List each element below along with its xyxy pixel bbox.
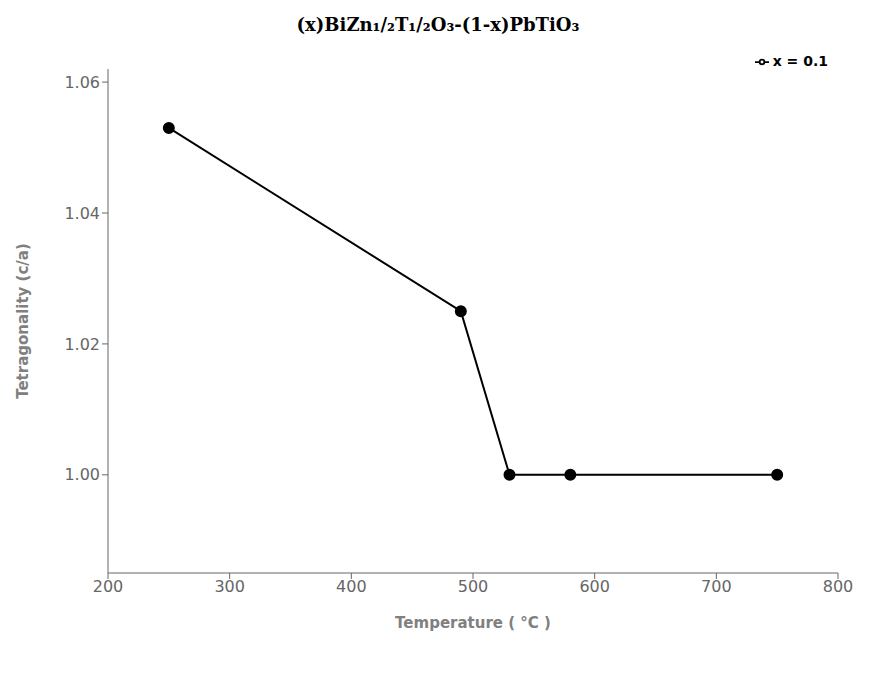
svg-text:Temperature ( °C ): Temperature ( °C ) (395, 614, 551, 632)
svg-text:Tetragonality (c/a): Tetragonality (c/a) (14, 243, 32, 399)
svg-text:200: 200 (93, 577, 124, 596)
html-text:x = 0.1: x = 0.1 (772, 53, 828, 69)
svg-text:1.02: 1.02 (64, 335, 100, 354)
svg-text:400: 400 (336, 577, 367, 596)
svg-text:600: 600 (579, 577, 610, 596)
svg-text:800: 800 (823, 577, 854, 596)
svg-text:500: 500 (458, 577, 489, 596)
svg-text:700: 700 (701, 577, 732, 596)
html-text:(x)BiZn₁/₂T₁/₂O₃-(1-x)PbTiO₃: (x)BiZn₁/₂T₁/₂O₃-(1-x)PbTiO₃ (296, 14, 580, 35)
svg-text:1.00: 1.00 (64, 465, 100, 484)
svg-text:300: 300 (214, 577, 245, 596)
svg-text:1.04: 1.04 (64, 204, 100, 223)
svg-text:1.06: 1.06 (64, 73, 100, 92)
